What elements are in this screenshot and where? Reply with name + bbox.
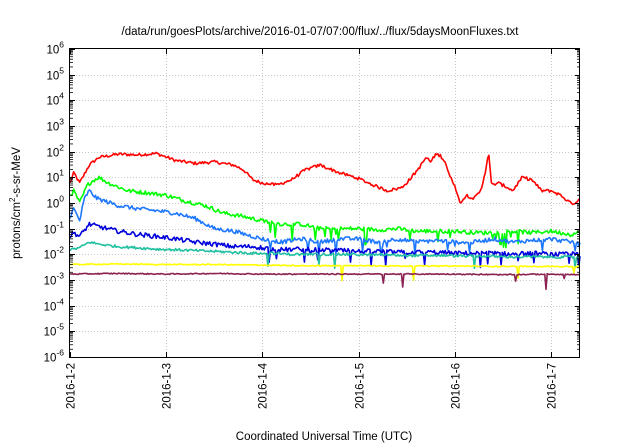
y-tick-exp: -4	[56, 297, 64, 307]
y-tick-label: 10-1	[44, 220, 65, 237]
x-tick-label: 2016-1-5	[355, 363, 367, 409]
y-tick-exp: -2	[56, 245, 64, 255]
y-ticks-layer: 10-610-510-410-310-210-11001011021031041…	[44, 40, 580, 365]
y-tick-base: 10	[46, 45, 59, 57]
series-line	[69, 272, 581, 291]
y-tick-exp: 4	[59, 91, 64, 101]
y-tick-exp: 1	[59, 168, 64, 178]
series-line	[69, 241, 581, 270]
x-ticks-layer: 2016-1-2 2016-1-3 2016-1-4 2016-1-5 2016-1-6…	[66, 49, 559, 409]
y-tick-exp: -3	[56, 271, 64, 281]
x-axis-label: Coordinated Universal Time (UTC)	[236, 431, 413, 443]
y-tick-exp: 0	[59, 194, 64, 204]
y-tick-base: 10	[46, 96, 59, 108]
y-tick-label: 10-4	[44, 297, 65, 314]
y-tick-label: 10-3	[44, 271, 65, 288]
chart-title: /data/run/goesPlots/archive/2016-01-07/0…	[122, 26, 520, 38]
y-tick-exp: 2	[59, 143, 64, 153]
series-line	[69, 151, 581, 206]
series-line	[69, 262, 581, 282]
y-tick-base: 10	[44, 276, 57, 288]
y-axis-label-sup: 2	[8, 197, 17, 202]
y-tick-base: 10	[44, 225, 57, 237]
y-tick-base: 10	[46, 199, 59, 211]
y-tick-base: 10	[44, 353, 57, 365]
y-tick-label: 106	[46, 40, 64, 57]
series-line	[69, 175, 581, 249]
y-tick-exp: -5	[56, 322, 64, 332]
series-layer	[69, 151, 581, 291]
y-tick-exp: -6	[56, 348, 64, 358]
y-tick-base: 10	[46, 148, 59, 160]
x-tick-label: 2016-1-3	[162, 363, 174, 409]
y-axis-label: protons/cm2-s-sr-MeV	[8, 147, 23, 259]
y-tick-exp: 3	[59, 117, 64, 127]
x-tick-label: 2016-1-4	[258, 362, 270, 409]
x-tick-label: 2016-1-7	[547, 363, 559, 409]
series-line	[69, 189, 581, 257]
y-tick-base: 10	[44, 327, 57, 339]
x-tick-label: 2016-1-6	[451, 363, 463, 409]
y-tick-base: 10	[44, 302, 57, 314]
series-line	[69, 221, 581, 269]
y-tick-exp: 6	[59, 40, 64, 50]
y-tick-label: 10-6	[44, 348, 65, 365]
y-tick-label: 100	[46, 194, 64, 211]
y-tick-exp: 5	[59, 66, 64, 76]
y-tick-exp: -1	[56, 220, 64, 230]
y-tick-base: 10	[46, 122, 59, 134]
y-tick-base: 10	[46, 173, 59, 185]
x-tick-label: 2016-1-2	[66, 363, 78, 409]
y-axis-label-suffix: -s-sr-MeV	[11, 147, 23, 198]
y-tick-base: 10	[44, 250, 57, 262]
y-tick-label: 10-5	[44, 322, 65, 339]
y-tick-label: 101	[46, 168, 64, 185]
y-tick-label: 105	[46, 66, 64, 83]
y-tick-label: 102	[46, 143, 64, 160]
y-tick-base: 10	[46, 71, 59, 83]
y-tick-label: 104	[46, 91, 64, 108]
grid-layer	[70, 49, 580, 357]
y-axis-label-prefix: protons/cm	[11, 202, 23, 259]
y-tick-label: 10-2	[44, 245, 65, 262]
y-tick-label: 103	[46, 117, 64, 134]
